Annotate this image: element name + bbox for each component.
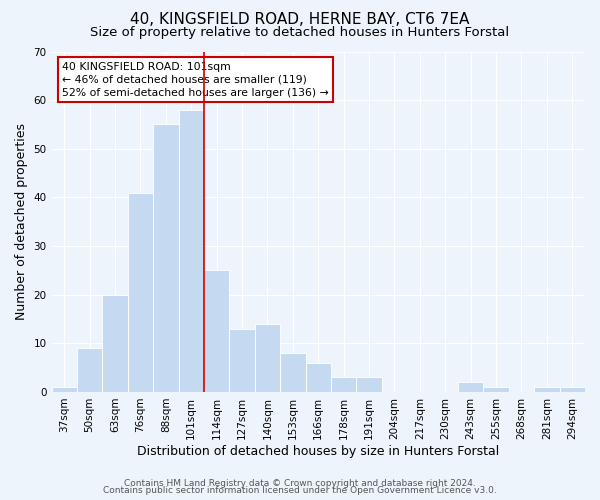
- Text: 40 KINGSFIELD ROAD: 101sqm
← 46% of detached houses are smaller (119)
52% of sem: 40 KINGSFIELD ROAD: 101sqm ← 46% of deta…: [62, 62, 329, 98]
- Text: 40, KINGSFIELD ROAD, HERNE BAY, CT6 7EA: 40, KINGSFIELD ROAD, HERNE BAY, CT6 7EA: [130, 12, 470, 28]
- Bar: [560, 387, 585, 392]
- Y-axis label: Number of detached properties: Number of detached properties: [15, 123, 28, 320]
- Bar: [204, 270, 229, 392]
- Bar: [331, 378, 356, 392]
- Bar: [458, 382, 484, 392]
- Bar: [153, 124, 179, 392]
- Bar: [280, 353, 305, 392]
- Bar: [179, 110, 204, 392]
- X-axis label: Distribution of detached houses by size in Hunters Forstal: Distribution of detached houses by size …: [137, 444, 499, 458]
- Bar: [534, 387, 560, 392]
- Bar: [356, 378, 382, 392]
- Bar: [103, 294, 128, 392]
- Bar: [229, 328, 255, 392]
- Bar: [52, 387, 77, 392]
- Bar: [77, 348, 103, 392]
- Bar: [305, 363, 331, 392]
- Bar: [484, 387, 509, 392]
- Text: Contains HM Land Registry data © Crown copyright and database right 2024.: Contains HM Land Registry data © Crown c…: [124, 478, 476, 488]
- Text: Size of property relative to detached houses in Hunters Forstal: Size of property relative to detached ho…: [91, 26, 509, 39]
- Bar: [255, 324, 280, 392]
- Bar: [128, 192, 153, 392]
- Text: Contains public sector information licensed under the Open Government Licence v3: Contains public sector information licen…: [103, 486, 497, 495]
